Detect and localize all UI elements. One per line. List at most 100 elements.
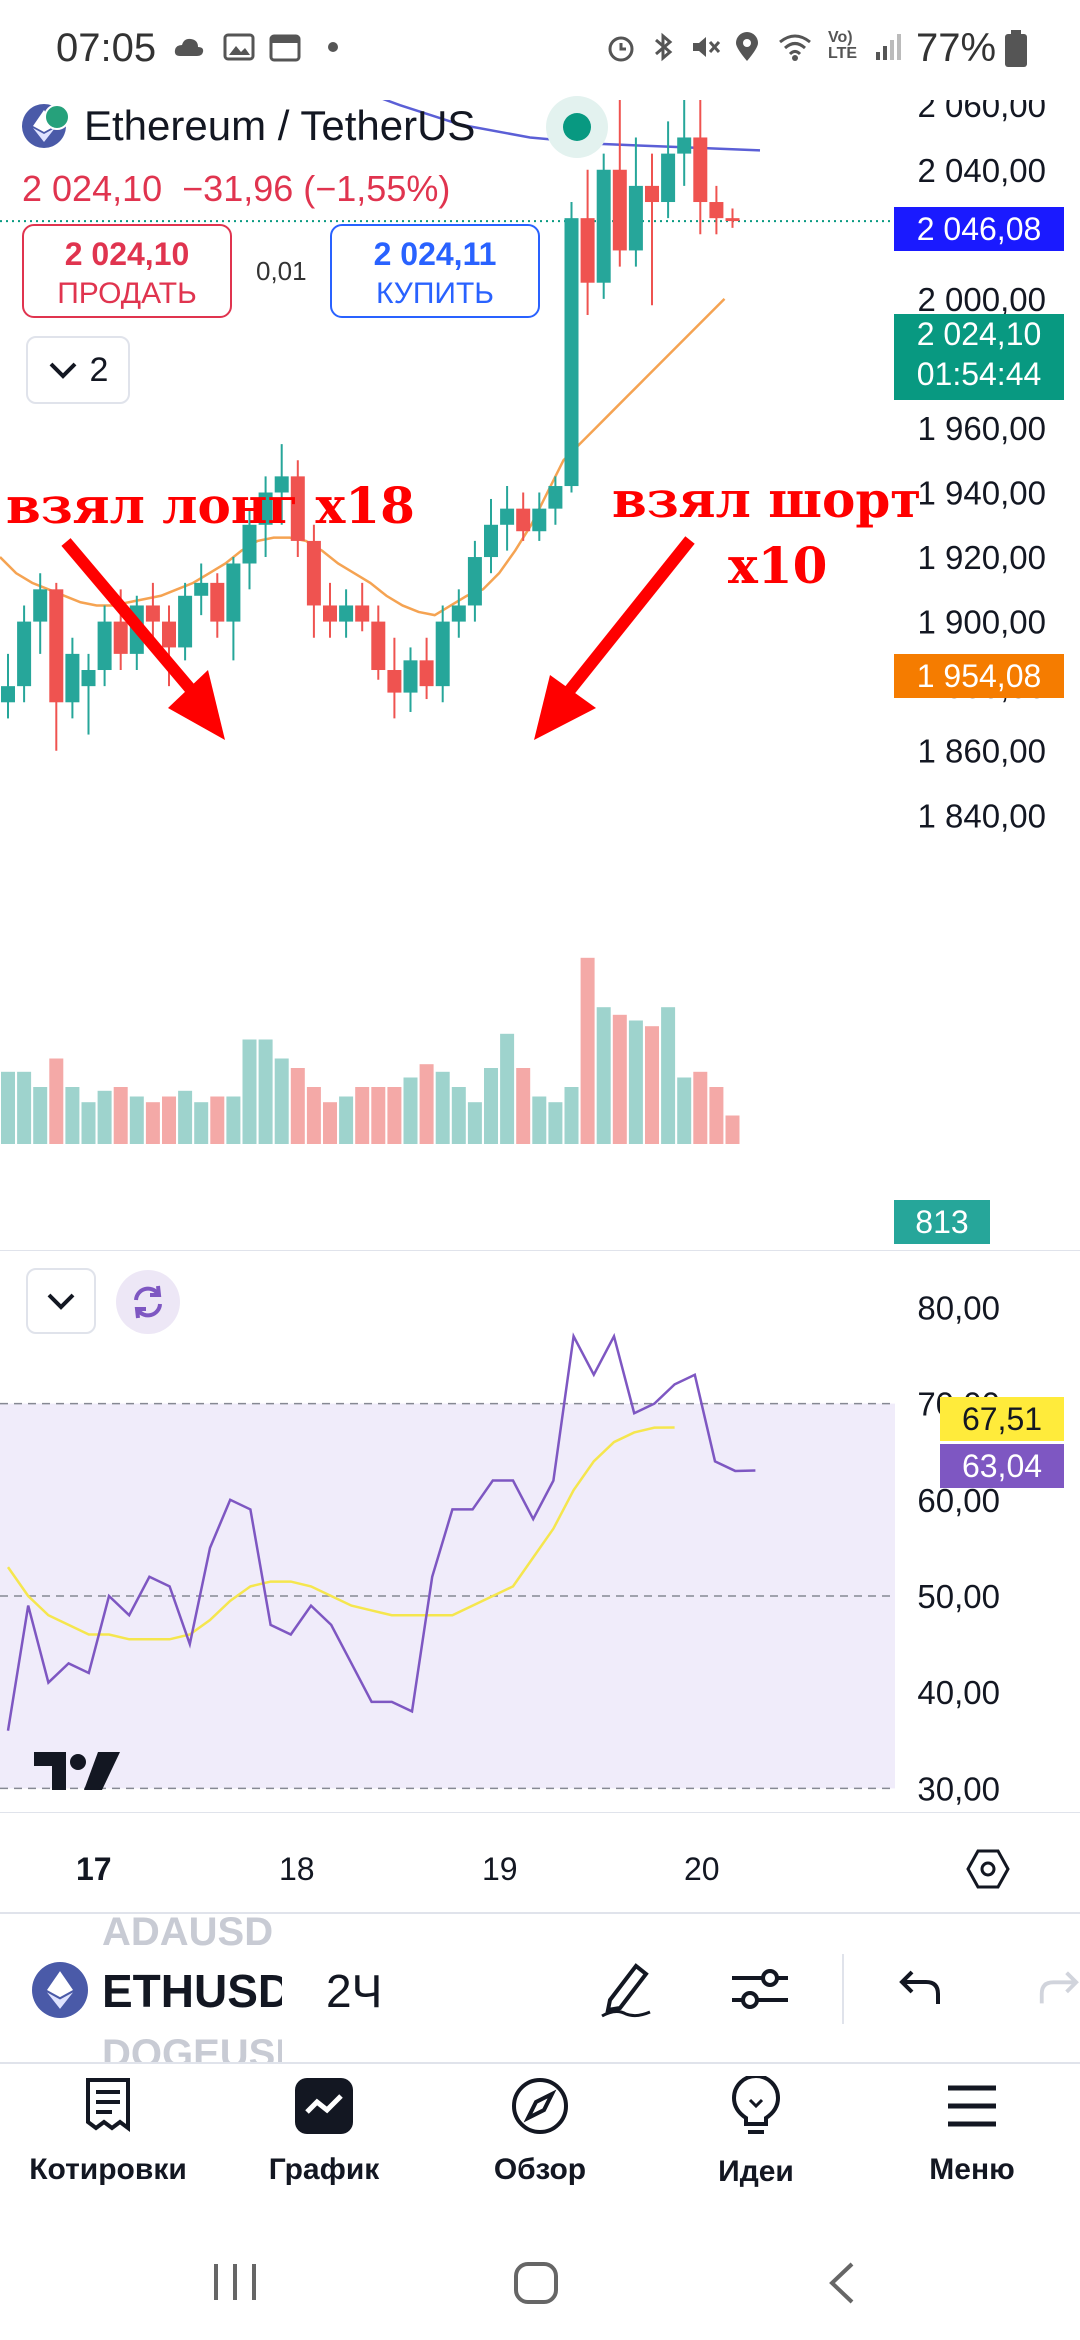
status-time: 07:05 (56, 26, 157, 70)
candle-body (113, 621, 128, 654)
compass-icon (512, 2078, 568, 2134)
candle-body (33, 589, 48, 622)
drawing-tools-icon[interactable] (596, 1958, 656, 2018)
indicators-settings-icon[interactable] (730, 1964, 790, 2014)
candle-body (371, 621, 386, 671)
chart-settings-icon[interactable] (966, 1847, 1010, 1891)
time-label-18: 18 (279, 1851, 315, 1887)
rsi-collapse-button[interactable] (26, 1268, 96, 1334)
rsi-signal-line (6, 1426, 675, 1641)
symbol-logo-icon (32, 1962, 88, 2018)
price-axis-label: 1 840,00 (918, 797, 1046, 834)
volume-bar (564, 1087, 579, 1144)
volume-bar (467, 1102, 482, 1144)
home-icon[interactable] (512, 2260, 560, 2306)
candle-body (49, 589, 64, 703)
candle-body (355, 605, 370, 622)
buy-button[interactable]: 2 024,11 КУПИТЬ (330, 224, 540, 318)
last-price: 2 024,10 (22, 168, 163, 209)
symbol-selector[interactable]: ETHUSD (102, 1965, 282, 2017)
volume-bar (725, 1115, 740, 1144)
volume-bar (210, 1096, 225, 1144)
volume-bar (113, 1087, 128, 1144)
volume-bar (451, 1087, 466, 1144)
system-nav-bar (0, 2212, 1080, 2340)
volume-bar (532, 1096, 547, 1144)
prev-symbol[interactable]: ADAUSD (102, 1910, 274, 1954)
chart-toolbar: ADAUSD ETHUSD DOGEUSD 2Ч (0, 1910, 1080, 2064)
wifi-icon (779, 34, 811, 61)
market-open-indicator[interactable] (546, 96, 608, 158)
volume-bar (49, 1058, 64, 1144)
status-bar: 07:05 Vo) LTE 77% (0, 0, 1080, 100)
sell-button[interactable]: 2 024,10 ПРОДАТЬ (22, 224, 232, 318)
ma-long-line (382, 100, 761, 152)
annotation-short-line1: взял шорт (612, 470, 922, 529)
sell-label: ПРОДАТЬ (57, 277, 197, 310)
indicators-toggle-button[interactable]: 2 (26, 336, 130, 404)
volume-bar (548, 1102, 563, 1144)
price-axis-label: 1 860,00 (918, 733, 1046, 770)
volume-bar (17, 1071, 32, 1144)
buy-label: КУПИТЬ (375, 277, 494, 310)
rsi-signal-tag: 67,51 (940, 1397, 1064, 1441)
volume-bar (484, 1068, 498, 1144)
volume-bar (194, 1102, 209, 1144)
candle-body (129, 605, 144, 654)
price-axis-label: 1 960,00 (918, 410, 1046, 447)
candle-body (693, 137, 708, 203)
candle-body (628, 185, 643, 251)
candle-body (97, 621, 112, 671)
time-label-19: 19 (482, 1851, 518, 1887)
price-change-line: 2 024,10 −31,96 (−1,55%) (22, 168, 450, 210)
candle-body (645, 185, 659, 203)
undo-icon[interactable] (898, 1966, 944, 2012)
volume-bar (645, 1026, 659, 1144)
candle-body (548, 486, 563, 509)
candle-body (435, 621, 450, 687)
tab-overview[interactable]: Обзор (432, 2076, 648, 2187)
candle-body (226, 563, 241, 622)
candle-body (17, 621, 32, 687)
rsi-value-tag: 63,04 (940, 1444, 1064, 1488)
volume-bar (65, 1087, 80, 1144)
tab-ideas[interactable]: Идеи (648, 2074, 864, 2189)
candle-body (194, 582, 209, 596)
quotes-list-icon (86, 2078, 130, 2132)
candle-body (467, 557, 482, 606)
candle-body (65, 653, 80, 703)
candle-body (725, 218, 740, 222)
mute-icon (693, 37, 721, 57)
interval-selector[interactable]: 2Ч (326, 1965, 383, 2017)
refresh-button[interactable] (116, 1270, 180, 1334)
cloud-icon (174, 38, 204, 56)
price-axis-label: 2 060,00 (918, 100, 1046, 124)
indicators-count: 2 (89, 350, 109, 389)
buy-price: 2 024,11 (373, 236, 497, 272)
tab-quotes-label: Котировки (29, 2153, 187, 2186)
bluetooth-icon (655, 32, 673, 62)
price-axis-label: 2 000,00 (918, 281, 1046, 318)
symbol-title[interactable]: Ethereum / TetherUS (84, 102, 476, 149)
last-price-tag: 2 024,10 01:54:44 (894, 314, 1064, 400)
redo-icon[interactable] (1036, 1966, 1080, 2012)
tab-chart[interactable]: График (216, 2076, 432, 2187)
volume-bar (596, 1007, 611, 1144)
rsi-axis-label: 50,00 (917, 1578, 1000, 1615)
back-icon[interactable] (822, 2260, 862, 2306)
tab-menu[interactable]: Меню (864, 2076, 1080, 2187)
candle-body (81, 670, 96, 687)
candle-body (661, 153, 676, 203)
next-symbol[interactable]: DOGEUSD (102, 2032, 282, 2064)
gallery-icon (223, 33, 255, 61)
volume-bar (661, 1007, 676, 1144)
candle-body (596, 169, 611, 283)
price-axis-label: 1 900,00 (918, 604, 1046, 641)
chart-icon (295, 2078, 353, 2134)
tab-quotes[interactable]: Котировки (0, 2076, 216, 2187)
volume-bar (355, 1087, 370, 1144)
time-axis: 17 18 19 20 (0, 1812, 1080, 1912)
recent-apps-icon[interactable] (210, 2260, 260, 2304)
tradingview-logo-icon (32, 1748, 122, 1794)
